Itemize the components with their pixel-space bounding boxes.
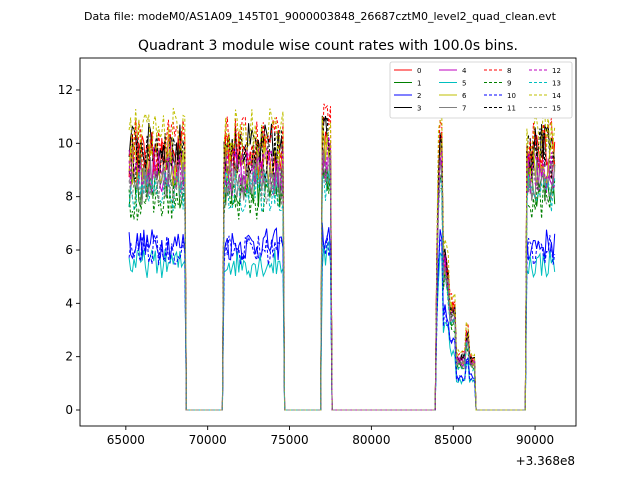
legend-label-2: 2 <box>417 92 421 100</box>
series-line-7 <box>128 144 556 411</box>
legend-label-9: 9 <box>507 80 511 88</box>
series-line-2 <box>128 222 556 411</box>
legend-label-0: 0 <box>417 67 421 75</box>
y-axis: 0 2 4 6 8 10 12 <box>58 83 80 417</box>
legend-label-10: 10 <box>507 92 516 100</box>
legend-label-7: 7 <box>462 105 466 113</box>
y-tick-label: 0 <box>65 403 73 417</box>
series-line-15 <box>128 148 556 411</box>
series-line-10 <box>128 234 556 411</box>
y-tick-label: 4 <box>65 296 73 310</box>
series-line-12 <box>128 136 556 411</box>
y-tick-label: 10 <box>58 136 73 150</box>
legend-label-12: 12 <box>552 67 561 75</box>
series-line-8 <box>128 103 556 411</box>
data-file-header: Data file: modeM0/AS1A09_145T01_90000038… <box>84 10 557 23</box>
legend-label-5: 5 <box>462 80 466 88</box>
series-line-11 <box>128 116 556 411</box>
series-line-5 <box>128 241 556 411</box>
chart-title: Quadrant 3 module wise count rates with … <box>138 38 518 54</box>
legend-label-14: 14 <box>552 92 561 100</box>
x-offset-label: +3.368e8 <box>516 454 575 468</box>
legend-label-15: 15 <box>552 105 561 113</box>
y-tick-label: 2 <box>65 350 73 364</box>
legend-box <box>389 61 573 119</box>
x-tick-label: 70000 <box>189 433 227 447</box>
x-tick-label: 85000 <box>434 433 472 447</box>
series-line-4 <box>128 143 556 411</box>
plot-frame <box>79 57 577 427</box>
legend-label-13: 13 <box>552 80 561 88</box>
series-line-0 <box>128 131 556 411</box>
x-axis: 65000 70000 75000 80000 85000 90000 <box>107 426 554 447</box>
legend-label-6: 6 <box>462 92 467 100</box>
y-tick-label: 12 <box>58 83 73 97</box>
series-line-9 <box>128 170 556 411</box>
legend-label-8: 8 <box>507 67 511 75</box>
legend-label-4: 4 <box>462 67 467 75</box>
series-line-14 <box>128 107 556 411</box>
series-lines <box>128 103 556 411</box>
series-line-1 <box>128 156 556 411</box>
series-line-13 <box>128 169 556 411</box>
legend-label-3: 3 <box>417 105 421 113</box>
legend-label-11: 11 <box>507 105 516 113</box>
y-tick-label: 6 <box>65 243 73 257</box>
x-tick-label: 65000 <box>107 433 145 447</box>
x-tick-label: 75000 <box>270 433 308 447</box>
series-line-6 <box>128 131 556 411</box>
legend-label-1: 1 <box>417 80 421 88</box>
y-tick-label: 8 <box>65 190 73 204</box>
x-tick-label: 90000 <box>516 433 554 447</box>
x-tick-label: 80000 <box>352 433 390 447</box>
series-line-3 <box>128 115 556 411</box>
